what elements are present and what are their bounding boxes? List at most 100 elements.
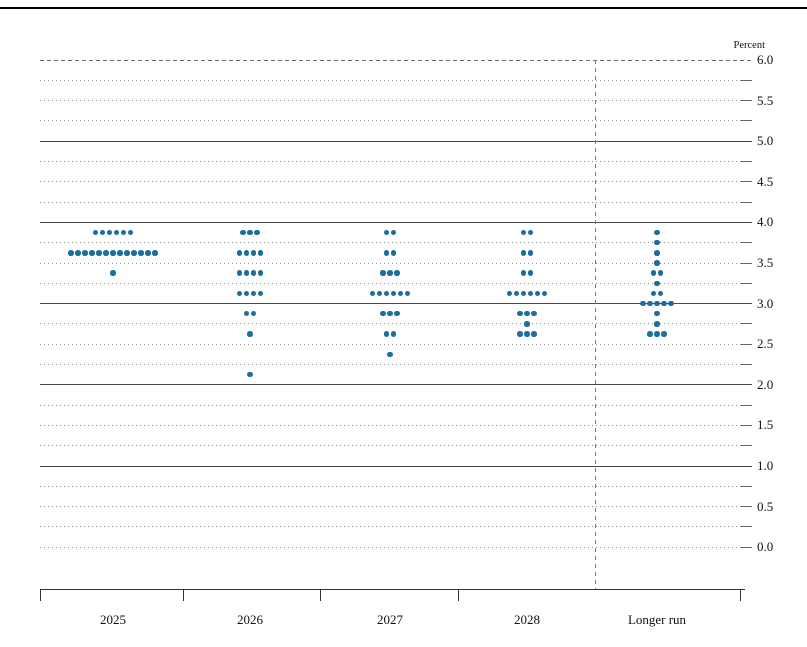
projection-dot	[654, 280, 660, 286]
gridline-5.00	[40, 140, 752, 142]
projection-dot	[387, 270, 393, 276]
y-axis-label-1.5: 1.5	[757, 417, 774, 433]
projection-dot	[243, 290, 250, 297]
projection-dot	[654, 311, 660, 317]
projection-dot	[390, 331, 397, 337]
projection-dot	[394, 311, 400, 317]
projection-dot	[527, 270, 534, 276]
projection-dot	[99, 229, 106, 236]
projection-dot	[247, 229, 253, 236]
projection-dot	[657, 290, 664, 297]
projection-dot	[380, 270, 386, 276]
y-axis-label-6.0: 6.0	[757, 52, 774, 67]
x-axis-label-2027: 2027	[377, 612, 403, 627]
y-axis-label-5.0: 5.0	[757, 133, 774, 149]
gridline-5.25	[40, 120, 752, 122]
y-axis-label-0.5: 0.5	[757, 498, 774, 514]
projection-dot	[640, 300, 646, 307]
projection-dot	[236, 270, 243, 276]
projection-dot	[657, 270, 664, 276]
projection-dot	[106, 229, 113, 236]
projection-dot	[240, 229, 246, 236]
gridline-end-dash	[741, 242, 752, 244]
projection-dot	[534, 290, 541, 297]
projection-dot	[390, 290, 397, 297]
gridline-4.75	[40, 161, 752, 162]
projection-dot	[527, 229, 534, 236]
projection-dot	[661, 300, 667, 307]
projection-dot	[650, 290, 657, 297]
gridline-end-dash	[741, 364, 752, 365]
projection-dot	[383, 331, 390, 337]
gridline-end-dash	[741, 424, 752, 426]
projection-dot	[138, 250, 144, 256]
projection-dot	[654, 260, 660, 266]
x-axis-label-2028: 2028	[514, 612, 540, 627]
projection-dot	[124, 250, 130, 256]
gridline-3.50	[40, 262, 752, 264]
projection-dot	[117, 250, 123, 256]
projection-dot	[145, 250, 151, 256]
gridline-end-dash	[741, 100, 752, 102]
gridline-end-dash	[741, 262, 752, 264]
projection-dot	[404, 290, 411, 297]
projection-dot	[647, 331, 653, 337]
projection-dot	[394, 270, 400, 276]
projection-dot	[661, 331, 667, 337]
projection-dot	[131, 250, 137, 256]
projection-dot	[243, 270, 250, 276]
projection-dot	[236, 250, 243, 256]
gridline-3.75	[40, 242, 752, 244]
projection-dot	[527, 250, 534, 256]
projection-dot	[92, 229, 99, 236]
projection-dot	[654, 331, 660, 337]
gridline-end-dash	[741, 343, 752, 345]
y-axis-label-3.0: 3.0	[757, 295, 774, 311]
gridline-end-dash	[741, 445, 752, 447]
gridline-2.75	[40, 323, 752, 325]
projection-dot	[380, 311, 386, 317]
x-axis-tick	[740, 589, 741, 601]
projection-dot	[531, 311, 537, 317]
projection-dot	[524, 321, 530, 327]
projection-dot	[650, 270, 657, 276]
projection-dot	[654, 250, 660, 256]
projection-dot	[654, 229, 660, 236]
gridline-1.00	[40, 465, 752, 467]
top-border-rule	[0, 7, 807, 9]
projection-dot	[82, 250, 88, 256]
projection-dot	[113, 229, 120, 236]
gridline-end-dash	[741, 120, 752, 122]
gridline-5.75	[40, 79, 752, 81]
gridline-end-dash	[741, 181, 752, 183]
gridline-end-dash	[741, 485, 752, 487]
longer-run-separator	[595, 60, 596, 589]
y-axis-unit-label: Percent	[733, 40, 766, 51]
projection-dot	[103, 250, 109, 256]
y-axis-label-2.5: 2.5	[757, 336, 774, 352]
y-axis-label-2.0: 2.0	[757, 376, 774, 392]
gridline-end-dash	[741, 323, 752, 325]
projection-dot	[250, 250, 257, 256]
projection-dot	[527, 290, 534, 297]
gridline-0.75	[40, 485, 752, 487]
projection-dot	[520, 270, 527, 276]
projection-dot	[120, 229, 127, 236]
gridline-0.00	[40, 546, 752, 548]
projection-dot	[152, 250, 158, 256]
x-axis-label-longer-run: Longer run	[627, 612, 687, 627]
x-axis-tick	[183, 589, 184, 601]
projection-dot	[89, 250, 95, 256]
projection-dot	[531, 331, 537, 337]
gridline-end-dash	[741, 526, 752, 528]
gridline-1.75	[40, 404, 752, 406]
projection-dot	[250, 290, 257, 297]
y-axis-label-3.5: 3.5	[757, 255, 774, 270]
x-axis-line	[40, 589, 745, 590]
projection-dot	[247, 372, 253, 378]
projection-dot	[257, 250, 264, 256]
projection-dot	[541, 290, 548, 297]
gridline-2.00	[40, 384, 752, 386]
projection-dot	[369, 290, 376, 297]
